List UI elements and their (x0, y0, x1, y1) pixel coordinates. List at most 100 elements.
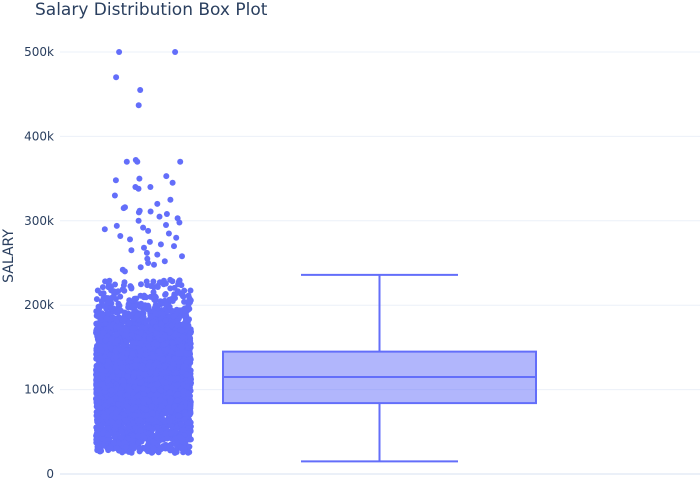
data-point (140, 405, 147, 412)
data-point (175, 350, 182, 357)
data-point (95, 398, 102, 405)
data-point (185, 390, 192, 397)
data-point (131, 295, 138, 302)
outlier-point (136, 175, 143, 182)
data-point (145, 362, 152, 369)
data-point (121, 332, 128, 338)
data-point (143, 396, 150, 403)
data-point (126, 320, 133, 327)
data-point (158, 321, 165, 327)
data-point (105, 358, 112, 364)
outlier-point (163, 211, 170, 217)
outlier-point (147, 208, 154, 215)
data-point (168, 376, 175, 382)
outlier-point (116, 49, 123, 55)
data-point (93, 403, 100, 410)
outlier-point (167, 196, 174, 203)
outlier-point (176, 219, 183, 226)
data-point (160, 416, 166, 423)
data-point (158, 337, 165, 343)
outlier-point (113, 222, 120, 229)
data-point (170, 313, 177, 320)
data-point (153, 359, 160, 366)
outlier-point (127, 236, 133, 243)
data-point (162, 430, 169, 437)
data-point (142, 351, 149, 358)
data-point (166, 443, 173, 450)
data-point (102, 337, 109, 343)
data-point (128, 284, 135, 291)
data-point (99, 435, 105, 442)
data-point (110, 439, 117, 446)
data-point (180, 426, 187, 433)
outlier-point (135, 217, 142, 224)
outlier-point (135, 185, 142, 192)
data-point (132, 362, 139, 369)
data-point (123, 444, 129, 451)
data-point (98, 347, 105, 354)
data-point (174, 391, 181, 398)
data-point (105, 431, 112, 438)
y-tick-label: 500k (24, 45, 54, 59)
data-point (130, 378, 137, 385)
data-point (95, 323, 102, 330)
outlier-point (135, 209, 142, 216)
data-point (175, 358, 182, 365)
data-point (162, 379, 169, 386)
data-point (107, 397, 114, 404)
data-point (136, 369, 143, 376)
data-point (125, 368, 132, 375)
data-point (129, 443, 136, 450)
data-point (178, 290, 185, 297)
data-point (138, 365, 145, 372)
data-point (93, 412, 100, 419)
data-point (93, 296, 100, 303)
data-point (148, 326, 155, 333)
data-point (112, 339, 119, 346)
data-point (180, 438, 186, 444)
data-point (161, 443, 168, 450)
outlier-point (147, 184, 154, 190)
data-point (180, 363, 187, 370)
data-point (137, 330, 144, 337)
data-point (108, 387, 115, 394)
data-point (137, 348, 144, 355)
data-point (144, 442, 151, 449)
data-point (182, 317, 189, 324)
data-point (129, 325, 136, 331)
outlier-point (145, 227, 152, 234)
data-point (162, 291, 169, 298)
data-point (124, 373, 131, 380)
data-point (186, 305, 193, 312)
data-point (150, 294, 157, 301)
box-trace (222, 273, 537, 463)
data-point (171, 291, 178, 298)
outlier-point (140, 224, 147, 231)
data-point (115, 288, 122, 295)
data-point (168, 307, 175, 314)
data-point (149, 353, 156, 360)
data-point (112, 347, 119, 354)
data-point (138, 281, 144, 288)
outlier-point (134, 158, 141, 165)
data-point (135, 398, 142, 405)
data-point (98, 298, 105, 305)
data-point (128, 332, 135, 338)
data-point (146, 336, 153, 343)
y-tick-labels: 0 100k 200k 300k 400k 500k (24, 45, 54, 481)
data-point (126, 297, 133, 304)
data-point (174, 382, 181, 389)
data-point (179, 334, 186, 340)
data-point (140, 385, 147, 392)
data-point (105, 284, 112, 291)
outlier-point (135, 102, 142, 109)
data-point (95, 386, 102, 393)
data-point (150, 445, 157, 452)
y-tick-label: 400k (24, 129, 54, 143)
data-point (168, 348, 175, 355)
data-point (163, 426, 170, 433)
data-point (106, 324, 113, 330)
data-point (131, 370, 138, 377)
data-point (102, 278, 109, 285)
